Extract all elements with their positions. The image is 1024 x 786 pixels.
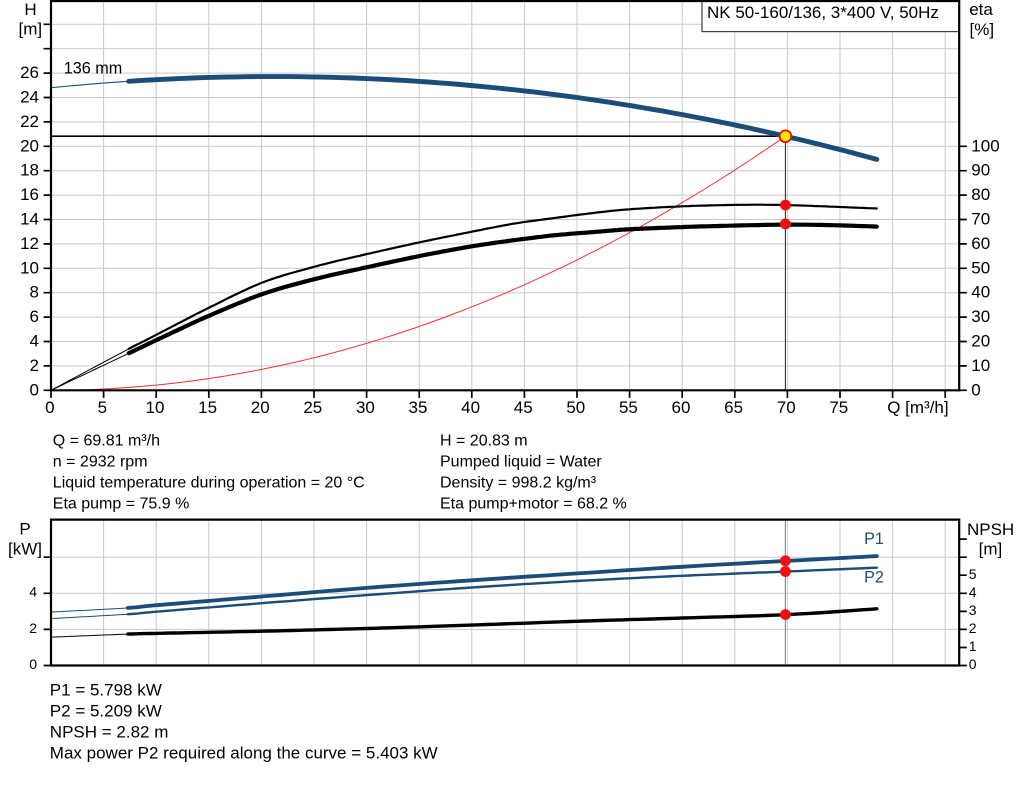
svg-text:NPSH: NPSH (967, 520, 1014, 539)
svg-text:2: 2 (29, 620, 37, 636)
svg-text:20: 20 (20, 136, 39, 155)
svg-text:16: 16 (20, 185, 39, 204)
svg-text:3: 3 (969, 602, 977, 618)
svg-text:25: 25 (303, 398, 322, 417)
svg-text:60: 60 (971, 234, 990, 253)
svg-text:2: 2 (969, 620, 977, 636)
svg-text:5: 5 (98, 398, 107, 417)
svg-text:22: 22 (20, 112, 39, 131)
svg-text:0: 0 (29, 656, 37, 672)
svg-text:n = 2932 rpm: n = 2932 rpm (53, 454, 148, 471)
svg-text:P1: P1 (864, 530, 884, 548)
svg-text:0: 0 (971, 380, 980, 399)
svg-text:P2: P2 (864, 568, 884, 586)
svg-text:70: 70 (777, 398, 796, 417)
svg-text:eta: eta (969, 0, 993, 19)
svg-text:0: 0 (45, 398, 54, 417)
svg-text:65: 65 (724, 398, 743, 417)
svg-text:60: 60 (672, 398, 691, 417)
svg-text:14: 14 (20, 210, 39, 229)
svg-text:136 mm: 136 mm (64, 59, 122, 77)
svg-text:Pumped liquid = Water: Pumped liquid = Water (440, 454, 602, 471)
svg-text:2: 2 (30, 356, 39, 375)
svg-text:20: 20 (971, 332, 990, 351)
svg-text:NPSH = 2.82 m: NPSH = 2.82 m (50, 723, 169, 742)
svg-text:40: 40 (461, 398, 480, 417)
svg-text:70: 70 (971, 210, 990, 229)
svg-text:26: 26 (20, 63, 39, 82)
svg-text:45: 45 (514, 398, 533, 417)
svg-text:75: 75 (829, 398, 848, 417)
svg-text:10: 10 (971, 356, 990, 375)
svg-text:50: 50 (971, 258, 990, 277)
svg-text:20: 20 (251, 398, 270, 417)
svg-text:Q [m³/h]: Q [m³/h] (887, 398, 948, 417)
svg-text:4: 4 (30, 332, 39, 351)
svg-text:18: 18 (20, 161, 39, 180)
svg-text:90: 90 (971, 161, 990, 180)
svg-text:4: 4 (969, 584, 977, 600)
svg-text:[kW]: [kW] (8, 540, 42, 559)
svg-text:50: 50 (566, 398, 585, 417)
svg-text:5: 5 (969, 566, 977, 582)
svg-text:24: 24 (20, 88, 39, 107)
svg-text:H = 20.83 m: H = 20.83 m (440, 432, 528, 449)
svg-text:6: 6 (30, 307, 39, 326)
svg-text:10: 10 (146, 398, 165, 417)
svg-text:[m]: [m] (979, 540, 1003, 559)
svg-text:Eta pump = 75.9 %: Eta pump = 75.9 % (53, 496, 190, 513)
svg-text:Max power P2 required along th: Max power P2 required along the curve = … (50, 744, 438, 763)
svg-text:[m]: [m] (18, 20, 42, 39)
svg-text:8: 8 (30, 283, 39, 302)
svg-text:P: P (19, 520, 30, 539)
svg-text:40: 40 (971, 283, 990, 302)
svg-text:P2 = 5.209 kW: P2 = 5.209 kW (50, 701, 162, 720)
svg-text:NK 50-160/136, 3*400 V, 50Hz: NK 50-160/136, 3*400 V, 50Hz (707, 3, 939, 22)
svg-text:15: 15 (198, 398, 217, 417)
svg-text:H: H (24, 0, 36, 19)
svg-text:10: 10 (20, 258, 39, 277)
svg-text:Density = 998.2 kg/m³: Density = 998.2 kg/m³ (440, 475, 597, 492)
svg-text:0: 0 (30, 380, 39, 399)
svg-text:[%]: [%] (970, 20, 995, 39)
svg-text:35: 35 (409, 398, 428, 417)
svg-text:100: 100 (971, 136, 999, 155)
svg-text:12: 12 (20, 234, 39, 253)
svg-text:0: 0 (969, 656, 977, 672)
svg-text:Liquid temperature during oper: Liquid temperature during operation = 20… (53, 475, 365, 492)
svg-text:Q = 69.81 m³/h: Q = 69.81 m³/h (53, 432, 160, 449)
svg-text:Eta pump+motor = 68.2 %: Eta pump+motor = 68.2 % (440, 496, 627, 513)
svg-text:30: 30 (971, 307, 990, 326)
svg-text:4: 4 (29, 584, 37, 600)
svg-text:55: 55 (619, 398, 638, 417)
svg-text:30: 30 (356, 398, 375, 417)
svg-text:P1 = 5.798 kW: P1 = 5.798 kW (50, 680, 162, 699)
svg-text:1: 1 (969, 638, 977, 654)
svg-text:80: 80 (971, 185, 990, 204)
